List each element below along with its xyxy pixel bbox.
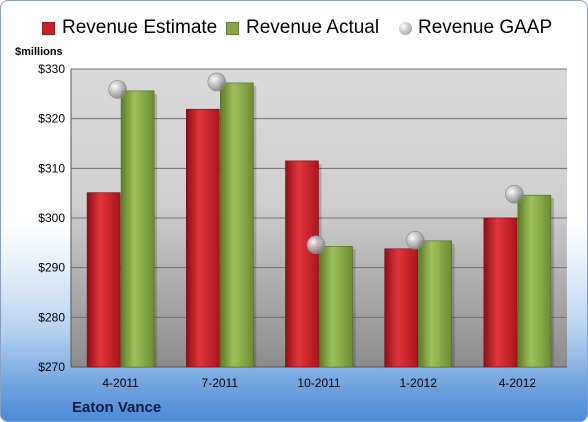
legend: Revenue Estimate Revenue Actual Revenue … <box>1 15 587 41</box>
legend-label-gaap: Revenue GAAP <box>418 17 553 38</box>
legend-swatch-actual <box>226 21 239 35</box>
y-tick-label: $320 <box>38 112 65 126</box>
x-tick-label: 4-2011 <box>102 376 139 390</box>
bar-revenue-estimate <box>186 108 220 368</box>
y-tick-label: $290 <box>38 261 65 275</box>
legend-marker-gaap <box>399 21 412 35</box>
company-name: Eaton Vance <box>72 399 162 416</box>
x-tick-label: 4-2012 <box>499 376 537 390</box>
bar-revenue-actual <box>120 90 155 368</box>
point-revenue-gaap <box>306 235 326 255</box>
bar-revenue-actual <box>517 194 552 368</box>
x-tick-label: 7-2011 <box>202 376 239 390</box>
bar-revenue-estimate <box>86 192 121 368</box>
gaap-markers <box>108 72 524 255</box>
legend-item-actual: Revenue Actual <box>226 15 379 41</box>
bar-revenue-actual <box>319 246 353 368</box>
legend-swatch-estimate <box>42 21 55 35</box>
x-tick-label: 1-2012 <box>400 376 438 390</box>
bar-revenue-estimate <box>384 248 419 368</box>
bar-revenue-estimate <box>285 160 319 368</box>
bar-revenue-actual <box>418 240 453 368</box>
point-revenue-gaap <box>405 231 425 250</box>
y-tick-label: $280 <box>38 310 65 324</box>
legend-item-gaap: Revenue GAAP <box>399 15 552 41</box>
y-tick-label: $330 <box>38 62 65 76</box>
x-tick-label: 10-2011 <box>297 376 340 390</box>
y-tick-label: $300 <box>38 211 65 225</box>
y-tick-label: $270 <box>38 360 65 374</box>
legend-item-estimate: Revenue Estimate <box>42 15 217 41</box>
point-revenue-gaap <box>207 72 227 92</box>
bar-revenue-estimate <box>483 217 518 368</box>
legend-label-estimate: Revenue Estimate <box>62 17 218 38</box>
x-axis-ticks: 4-2011 7-2011 10-2011 1-2012 4-2012 <box>102 376 536 390</box>
y-axis-unit-label: $millions <box>15 46 63 58</box>
point-revenue-gaap <box>505 184 524 204</box>
y-axis-ticks: $270 $280 $290 $300 $310 $320 $330 <box>38 62 65 374</box>
point-revenue-gaap <box>108 80 127 99</box>
bar-revenue-actual <box>220 82 254 368</box>
y-tick-label: $310 <box>38 161 65 175</box>
bars <box>86 82 554 368</box>
legend-label-actual: Revenue Actual <box>246 17 380 38</box>
